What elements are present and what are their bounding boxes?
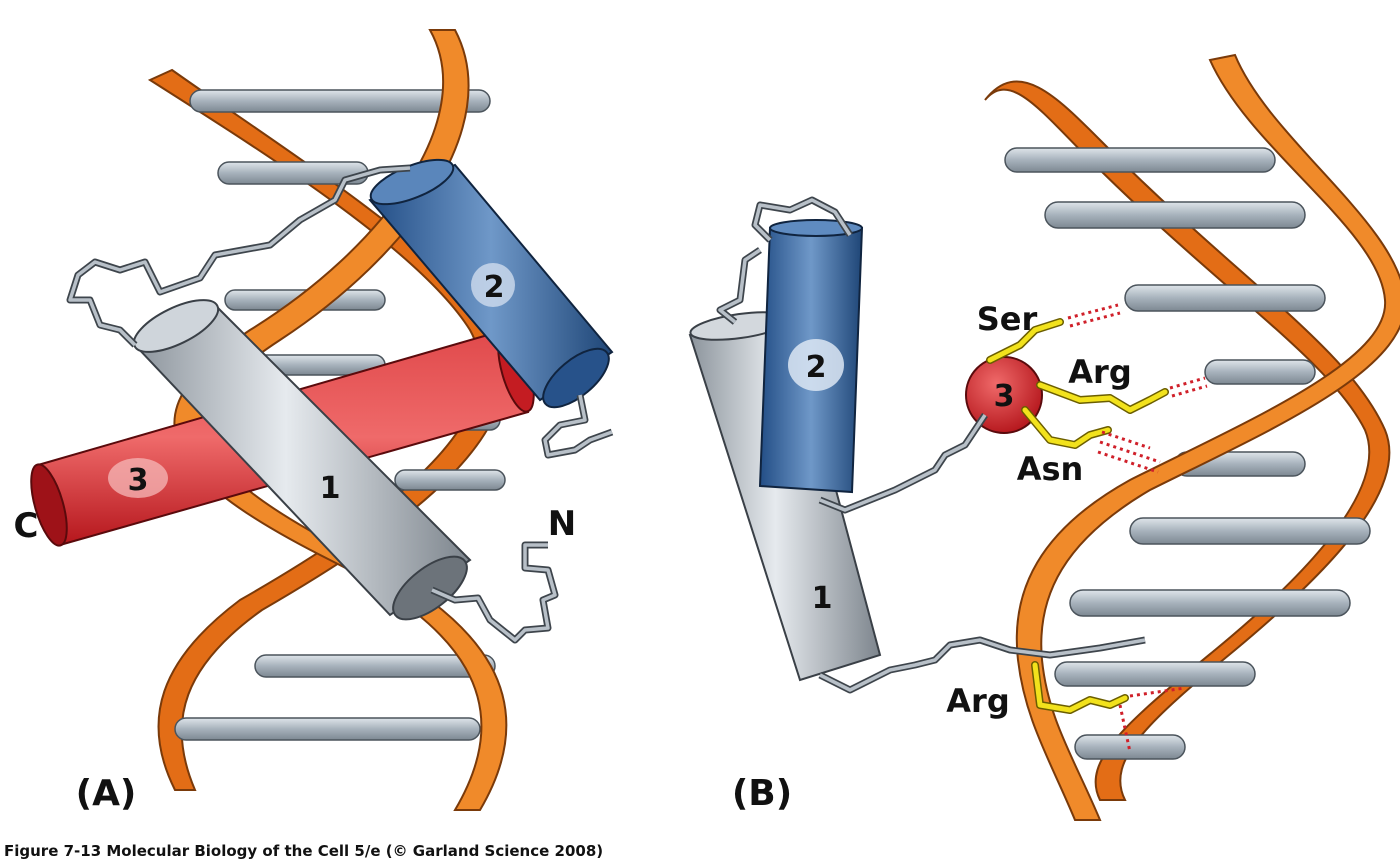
n-terminus-label: N [548, 504, 576, 544]
helix-3-label: 3 [128, 463, 149, 498]
residue-label-arg: Arg [946, 682, 1009, 720]
residue-label-asn: Asn [1017, 450, 1084, 488]
helix-2-label: 2 [484, 270, 505, 305]
polypeptide-backbone [68, 166, 613, 642]
helix-1-label: 1 [320, 471, 341, 506]
residue-label-ser: Ser [977, 300, 1038, 338]
helix-3-label: 3 [994, 379, 1015, 414]
figure-caption: Figure 7-13 Molecular Biology of the Cel… [4, 842, 604, 860]
dna-backbone-strand [1015, 53, 1400, 821]
c-terminus-label: C [14, 506, 39, 546]
alpha-helix-1 [132, 299, 472, 621]
alpha-helix-1 [688, 311, 882, 682]
helix-2-label: 2 [806, 350, 827, 385]
panel-b-diagram: 2 3 1 Ser Arg Asn Arg (B) [688, 53, 1400, 821]
helix-1-label: 1 [812, 581, 833, 616]
polypeptide-backbone [718, 198, 1146, 692]
panel-b-label: (B) [732, 773, 792, 814]
panel-a-diagram: 3 2 1 C N (A) [14, 29, 614, 814]
panel-a-label: (A) [76, 773, 137, 814]
amino-acid-side-chains [987, 319, 1168, 713]
hydrogen-bonds [1067, 303, 1208, 753]
residue-label-arg: Arg [1068, 353, 1131, 391]
